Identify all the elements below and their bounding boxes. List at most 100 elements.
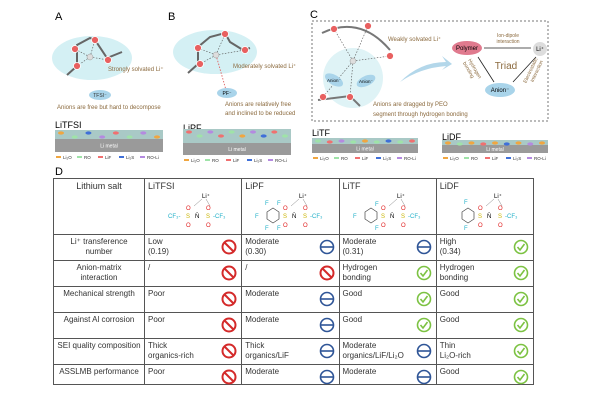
cell-text: Thick (245, 341, 265, 350)
li-label: Li⁺ (536, 46, 544, 53)
anion-bubble (356, 74, 376, 88)
legend-swatch (119, 156, 124, 158)
svg-text:F: F (375, 226, 379, 230)
svg-text:O: O (401, 223, 406, 229)
svg-text:O: O (381, 206, 386, 212)
legend-swatch (226, 159, 231, 161)
anion-node-label: Anion⁻ (491, 88, 510, 94)
svg-text:N̄: N̄ (487, 213, 491, 220)
table-cell: Poor (143, 364, 243, 385)
check-circle-icon (513, 239, 529, 255)
sei-component (480, 142, 487, 146)
svg-text:F: F (375, 202, 379, 208)
header-cell: Lithium salt (53, 178, 145, 235)
sei-component (468, 141, 475, 145)
sei-component (315, 139, 321, 143)
table-cell: Poor (143, 312, 243, 339)
check-circle-icon (416, 317, 432, 333)
cell-text: bonding (342, 273, 371, 282)
li-ion (212, 51, 220, 59)
table-header-row: Lithium salt LiTFSI Li⁺ S O O S O O N̄ -CF₃ CF₃- LiP… (53, 178, 535, 235)
sei-component (350, 140, 357, 144)
svg-text:N̄: N̄ (390, 213, 394, 220)
table-cell: Moderate (0.31) (338, 234, 437, 261)
cell-text: Poor (148, 315, 165, 324)
cell-text: Low (148, 237, 163, 246)
solvation-text: Strongly solvated Li⁺ (108, 66, 164, 73)
minus-circle-icon (319, 239, 334, 255)
svg-text:S: S (283, 214, 287, 220)
legend-label: RO-Li (147, 155, 159, 160)
cell-text: (0.19) (148, 247, 169, 256)
panel-d-label: D (55, 166, 63, 178)
table-row: Li⁺ transference number Low (0.19) Moderate… (53, 234, 535, 261)
header-cell: LiDF Li⁺ S O O S O O N̄ -CF₃ F F (435, 178, 535, 235)
table-cell: Poor (143, 286, 243, 313)
panel-b-label: B (168, 11, 175, 23)
li-node (533, 42, 547, 56)
interaction-arrows (477, 47, 537, 83)
legend-label: Li₂O (63, 155, 72, 160)
anion-bubble (324, 73, 344, 87)
svg-text:-CF₃: -CF₃ (310, 214, 323, 220)
sei-component (362, 139, 368, 143)
legend-swatch (376, 157, 381, 159)
anion-bubble (217, 88, 237, 98)
svg-text:O: O (478, 206, 483, 212)
sei-component (539, 141, 545, 145)
panel-c-note: Anions are dragged by PEO (373, 102, 448, 108)
oxygen-atom (73, 62, 81, 70)
legend-label: RO (341, 156, 348, 161)
header-cell: LiTF Li⁺ S O O S O O N̄ -CF₃ F F F (338, 178, 437, 235)
legend-label: LiF (362, 156, 369, 161)
li-label: Li⁺ (494, 193, 502, 200)
svg-text:F: F (464, 200, 468, 206)
svg-text:S: S (186, 214, 190, 220)
legend-swatch (506, 157, 511, 159)
table-row: SEI quality composition Thick organics-ric… (53, 338, 535, 365)
cell-text: Moderate (245, 315, 280, 324)
legend-label: Li₂O (450, 156, 459, 161)
cell-text: Moderate (245, 237, 280, 246)
sei-component (282, 134, 288, 138)
li-metal-substrate (312, 144, 418, 153)
sei-component (228, 130, 235, 134)
cell-text: Hydrogen (342, 263, 378, 272)
oxygen-atom (71, 45, 79, 53)
cell-text: Good (342, 315, 363, 324)
legend-swatch (464, 157, 469, 159)
svg-text:N̄: N̄ (292, 213, 296, 220)
cell-text: High (439, 237, 457, 246)
li-label: Li⁺ (299, 193, 307, 200)
sei-component (445, 141, 451, 145)
legend-label: LiF (492, 156, 499, 161)
table-cell: High (0.34) (435, 234, 535, 261)
check-circle-icon (513, 317, 529, 333)
sei-title-lipf: LiPF (183, 123, 202, 133)
legend-swatch (334, 157, 339, 159)
sei-component (99, 135, 106, 139)
prohibited-icon (221, 239, 237, 255)
sei-component (527, 142, 534, 146)
prohibited-icon (221, 343, 237, 359)
cell-text: bonding (439, 273, 469, 282)
cell-text: Moderate (245, 367, 280, 376)
sei-component (260, 134, 267, 138)
sei-component (409, 139, 415, 143)
table-cell: Moderate organics/LiF/Li₂O (338, 338, 437, 365)
panel-b-note: and inclined to be reduced (225, 111, 295, 117)
prohibited-icon (221, 369, 237, 385)
li-label: Li⁺ (397, 193, 405, 200)
oxygen-atoms (194, 30, 249, 68)
oxygen-atom (364, 22, 372, 30)
svg-text:O: O (401, 206, 406, 212)
panel-b-note: Anions are relatively free (225, 102, 292, 108)
oxygen-atom (91, 36, 99, 44)
table-cell: Good (338, 286, 437, 313)
property-label: ASSLMB performance (53, 364, 145, 385)
triad-label: Triad (495, 61, 517, 72)
minus-circle-icon (319, 369, 334, 385)
panels-abc: A Strongly solvated Li⁺ TFSI⁻ Anions are… (52, 9, 549, 163)
